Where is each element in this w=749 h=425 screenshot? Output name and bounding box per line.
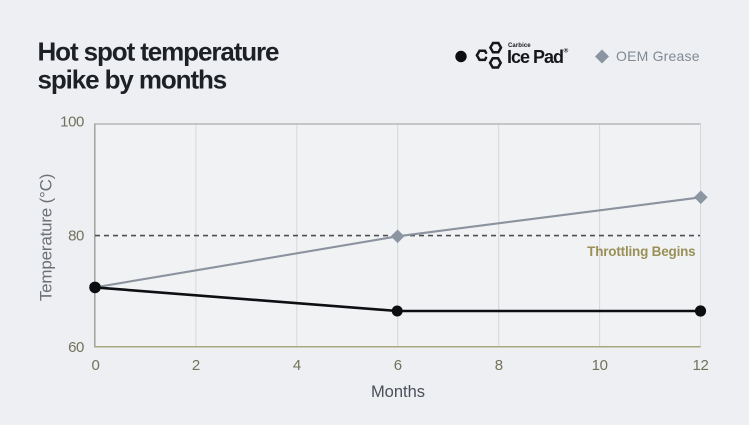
svg-text:OEM Grease: OEM Grease xyxy=(616,48,700,64)
svg-text:Ice Pad: Ice Pad xyxy=(507,47,563,67)
svg-text:Throttling Begins: Throttling Begins xyxy=(587,244,695,259)
svg-text:0: 0 xyxy=(92,357,100,374)
svg-text:spike by months: spike by months xyxy=(38,64,227,94)
svg-text:Carbice: Carbice xyxy=(508,43,531,49)
svg-text:100: 100 xyxy=(60,114,84,131)
svg-text:80: 80 xyxy=(68,227,84,244)
svg-text:60: 60 xyxy=(68,339,84,356)
svg-text:Temperature (°C): Temperature (°C) xyxy=(37,174,56,301)
svg-text:10: 10 xyxy=(592,357,608,374)
svg-text:Hot spot temperature: Hot spot temperature xyxy=(38,36,280,66)
svg-text:®: ® xyxy=(564,47,569,55)
svg-text:6: 6 xyxy=(394,357,402,374)
svg-text:2: 2 xyxy=(192,357,200,374)
svg-text:4: 4 xyxy=(293,357,301,374)
svg-text:Months: Months xyxy=(371,383,425,401)
svg-text:8: 8 xyxy=(495,357,503,374)
svg-text:12: 12 xyxy=(693,357,709,374)
